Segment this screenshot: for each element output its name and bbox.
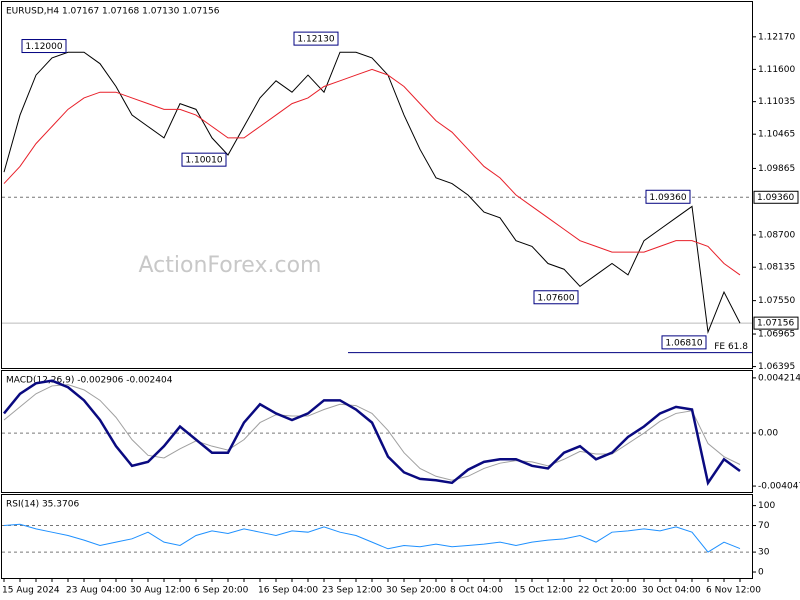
x-tick-label: 22 Oct 20:00 [578,586,637,596]
macd-title: MACD(12,26,9) -0.002906 -0.002404 [6,376,173,386]
y-tick-label: 1.11035 [758,97,795,107]
level-label-box [753,316,799,330]
y-tick-label: 1.07550 [758,296,795,306]
annotation-box [661,335,707,350]
x-tick-label: 15 Oct 12:00 [514,586,573,596]
x-tick-label: 16 Sep 04:00 [258,586,318,596]
y-tick-label: 1.06965 [758,330,795,340]
annotation-box [181,152,227,167]
y-tick-label: 1.11600 [758,65,795,75]
x-tick-label: 30 Oct 04:00 [642,586,701,596]
y-tick-label: 1.09865 [758,164,795,174]
annotation-box [645,189,691,204]
annotation-label: 1.12130 [297,35,334,45]
fe-label: FE 61.8 [714,342,748,352]
x-tick-label: 6 Nov 12:00 [706,586,761,596]
annotation-label: 1.09360 [649,193,686,203]
watermark: ActionForex.com [139,253,322,278]
y-tick-label: 1.10465 [758,130,795,140]
y-tick-label: 1.06395 [758,362,795,372]
x-tick-label: 8 Oct 04:00 [450,586,503,596]
level-label: 1.09360 [757,193,794,203]
y-tick-label: 1.08135 [758,263,795,273]
macd-panel [1,370,753,493]
level-label-box [753,190,799,204]
annotation-label: 1.10010 [185,156,222,166]
series-line [3,68,741,276]
level-label: 1.07156 [757,319,794,329]
rsi-title: RSI(14) 35.3706 [6,500,79,510]
series-line [3,384,741,481]
y-tick-label: 70 [758,521,770,531]
series-line [3,379,741,486]
annotation-label: 1.06810 [665,338,702,348]
x-tick-label: 30 Sep 20:00 [386,586,446,596]
price-title: EURUSD,H4 1.07167 1.07168 1.07130 1.0715… [6,7,220,17]
y-tick-label: 1.08700 [758,230,795,240]
annotation-box [293,31,339,46]
y-tick-label: 0 [758,568,764,578]
y-tick-label: 0.00 [758,429,778,439]
annotation-label: 1.07600 [537,293,574,303]
series-line [3,523,741,553]
series-line [3,51,741,335]
x-tick-label: 6 Sep 20:00 [194,586,249,596]
annotation-box [21,39,67,54]
y-tick-label: 30 [758,548,770,558]
y-tick-label: 1.12170 [758,32,795,42]
x-tick-label: 30 Aug 12:00 [130,586,191,596]
x-tick-label: 23 Sep 12:00 [322,586,382,596]
annotation-label: 1.12000 [25,42,62,52]
x-tick-label: 23 Aug 04:00 [66,586,127,596]
rsi-panel [1,494,753,579]
y-tick-label: 100 [758,501,775,511]
y-tick-label: 0.004214 [758,373,800,383]
price-panel [1,1,753,369]
x-tick-label: 15 Aug 2024 [2,586,60,596]
y-tick-label: -0.004047 [758,482,800,492]
annotation-box [533,290,579,305]
